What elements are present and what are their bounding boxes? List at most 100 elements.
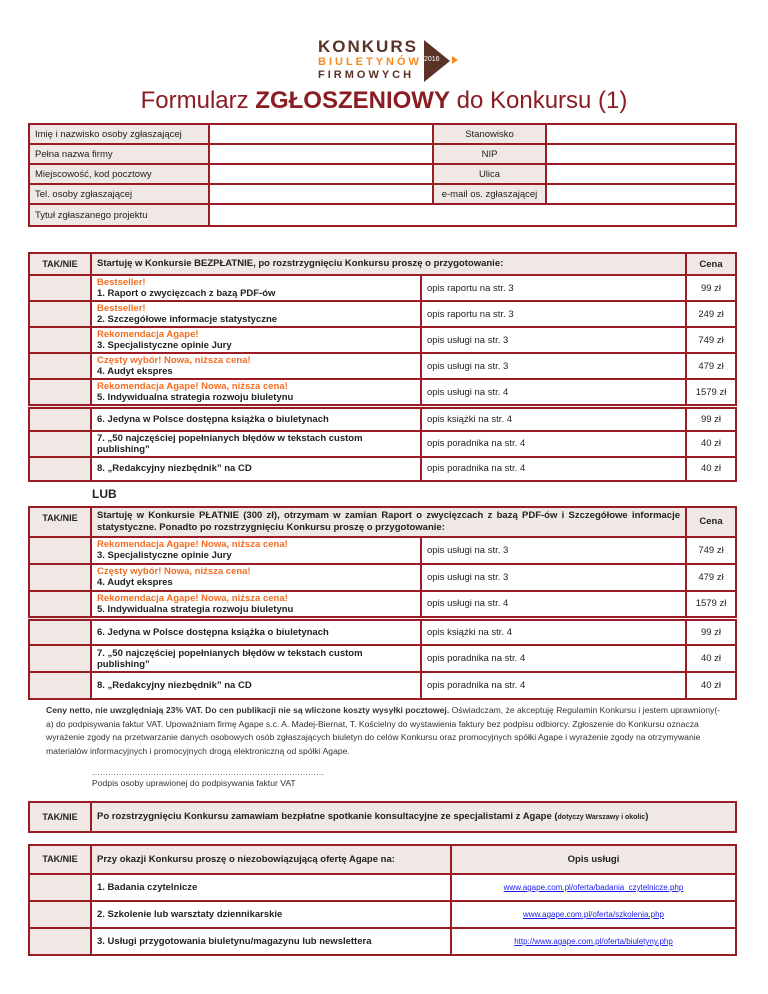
item-tag: Bestseller! [97, 303, 146, 314]
taknie-cell[interactable] [28, 300, 92, 328]
taknie-cell[interactable] [28, 405, 92, 432]
contact-row: Imię i nazwisko osoby zgłaszającej Stano… [28, 123, 737, 145]
price-header: Cena [685, 505, 737, 538]
taknie-cell[interactable] [28, 535, 92, 565]
item-description: opis poradnika na str. 4 [419, 671, 688, 700]
item-name: Bestseller! 2. Szczegółowe informacje sta… [90, 300, 422, 328]
table-row: 6. Jedyna w Polsce dostępna książka o bi… [28, 617, 737, 646]
contact-row: Tel. osoby zgłaszającej e-mail os. zgłas… [28, 183, 737, 205]
field-label: Stanowisko [432, 123, 547, 145]
table-row: Bestseller! 2. Szczegółowe informacje sta… [28, 300, 737, 328]
taknie-cell[interactable] [28, 873, 92, 902]
offer-link-cell: www.agape.com.pl/oferta/badania_czytelni… [450, 873, 737, 902]
taknie-cell[interactable] [28, 562, 92, 592]
field-input[interactable] [545, 183, 737, 205]
page-title: Formularz ZGŁOSZENIOWY do Konkursu (1) [140, 87, 628, 114]
table-row: Rekomendacja Agape! 3. Specjalistyczne op… [28, 326, 737, 354]
offer-header: Przy okazji Konkursu proszę o niezobowią… [90, 844, 452, 875]
signature-label: Podpis osoby uprawionej do podpisywania … [92, 778, 296, 788]
table-row: Bestseller! 1. Raport o zwycięzcach z baz… [28, 274, 737, 302]
taknie-cell[interactable] [28, 900, 92, 929]
item-description: opis usługi na str. 4 [419, 378, 688, 408]
taknie-cell[interactable] [28, 617, 92, 646]
field-label: Miejscowość, kod pocztowy [28, 163, 210, 185]
item-tag: Częsty wybór! Nowa, niższa cena! [97, 566, 251, 577]
item-description: opis poradnika na str. 4 [419, 455, 688, 482]
item-price: 749 zł [685, 326, 737, 354]
table-row: 8. „Redakcyjny niezbędnik” na CD opis po… [28, 455, 737, 482]
consult-taknie[interactable]: TAK/NIE [28, 801, 92, 833]
item-name: 8. „Redakcyjny niezbędnik” na CD [90, 455, 422, 482]
taknie-header: TAK/NIE [28, 844, 92, 875]
field-input[interactable] [545, 143, 737, 165]
field-input[interactable] [208, 183, 434, 205]
field-label: e-mail os. zgłaszającej [432, 183, 547, 205]
offer-table: TAK/NIE Przy okazji Konkursu proszę o ni… [28, 844, 737, 956]
field-label: NIP [432, 143, 547, 165]
taknie-cell[interactable] [28, 326, 92, 354]
contest-logo: KONKURS BIULETYNÓW FIRMOWYCH 2016 [314, 38, 458, 84]
field-label: Tel. osoby zgłaszającej [28, 183, 210, 205]
signature-line: …………………………………………………………………………… [92, 768, 324, 777]
offer-link-cell: http://www.agape.com.pl/oferta/biuletyny… [450, 927, 737, 956]
item-description: opis usługi na str. 3 [419, 562, 688, 592]
offer-link[interactable]: www.agape.com.pl/oferta/szkolenia.php [523, 910, 664, 919]
item-description: opis usługi na str. 3 [419, 535, 688, 565]
item-price: 40 zł [685, 429, 737, 458]
taknie-cell[interactable] [28, 352, 92, 380]
item-tag: Rekomendacja Agape! Nowa, niższa cena! [97, 592, 288, 604]
item-price: 479 zł [685, 562, 737, 592]
section-header: Startuję w Konkursie PŁATNIE (300 zł), o… [89, 505, 688, 538]
item-name: Bestseller! 1. Raport o zwycięzcach z baz… [90, 274, 422, 302]
field-input[interactable] [545, 163, 737, 185]
logo-line2: BIULETYNÓW [318, 56, 422, 68]
taknie-cell[interactable] [28, 927, 92, 956]
project-title-input[interactable] [208, 203, 737, 227]
taknie-cell[interactable] [28, 671, 92, 700]
offer-link[interactable]: http://www.agape.com.pl/oferta/biuletyny… [514, 937, 673, 946]
price-header: Cena [685, 252, 737, 276]
table-row: 1. Badania czytelnicze www.agape.com.pl/… [28, 873, 737, 902]
paid-table: TAK/NIE Startuję w Konkursie PŁATNIE (30… [28, 505, 737, 700]
taknie-cell[interactable] [28, 644, 92, 673]
offer-item-name: 1. Badania czytelnicze [90, 873, 452, 902]
taknie-cell[interactable] [28, 274, 92, 302]
item-price: 479 zł [685, 352, 737, 380]
field-input[interactable] [208, 143, 434, 165]
item-price: 99 zł [685, 617, 737, 646]
contact-row: Pełna nazwa firmy NIP [28, 143, 737, 165]
item-description: opis książki na str. 4 [419, 405, 688, 432]
field-input[interactable] [208, 163, 434, 185]
taknie-header: TAK/NIE [28, 505, 92, 538]
offer-link[interactable]: www.agape.com.pl/oferta/badania_czytelni… [503, 883, 684, 892]
table-row: Częsty wybór! Nowa, niższa cena! 4. Audyt… [28, 562, 737, 592]
item-tag: Rekomendacja Agape! [97, 329, 199, 340]
taknie-cell[interactable] [28, 429, 92, 458]
field-input[interactable] [545, 123, 737, 145]
table-header: TAK/NIE Startuję w Konkursie PŁATNIE (30… [28, 505, 737, 538]
item-price: 1579 zł [685, 378, 737, 408]
field-label: Ulica [432, 163, 547, 185]
taknie-cell[interactable] [28, 455, 92, 482]
item-price: 249 zł [685, 300, 737, 328]
taknie-cell[interactable] [28, 378, 92, 408]
field-label: Imię i nazwisko osoby zgłaszającej [28, 123, 210, 145]
item-name: 6. Jedyna w Polsce dostępna książka o bi… [90, 617, 422, 646]
item-tag: Rekomendacja Agape! Nowa, niższa cena! [97, 539, 288, 550]
table-row: Częsty wybór! Nowa, niższa cena! 4. Audyt… [28, 352, 737, 380]
item-tag: Częsty wybór! Nowa, niższa cena! [97, 355, 251, 366]
table-row: 7. „50 najczęściej popełnianych błędów w… [28, 429, 737, 458]
item-price: 1579 zł [685, 589, 737, 619]
field-input[interactable] [208, 123, 434, 145]
taknie-cell[interactable] [28, 589, 92, 619]
table-header: TAK/NIE Startuję w Konkursie BEZPŁATNIE,… [28, 252, 737, 276]
field-label: Pełna nazwa firmy [28, 143, 210, 165]
logo-year: 2016 [424, 56, 440, 63]
item-name: 7. „50 najczęściej popełnianych błędów w… [90, 429, 422, 458]
taknie-header: TAK/NIE [28, 252, 92, 276]
table-row: Rekomendacja Agape! Nowa, niższa cena! 3.… [28, 535, 737, 565]
item-price: 40 zł [685, 455, 737, 482]
item-price: 99 zł [685, 274, 737, 302]
item-name: 7. „50 najczęściej popełnianych błędów w… [90, 644, 422, 673]
or-label: LUB [92, 486, 117, 501]
